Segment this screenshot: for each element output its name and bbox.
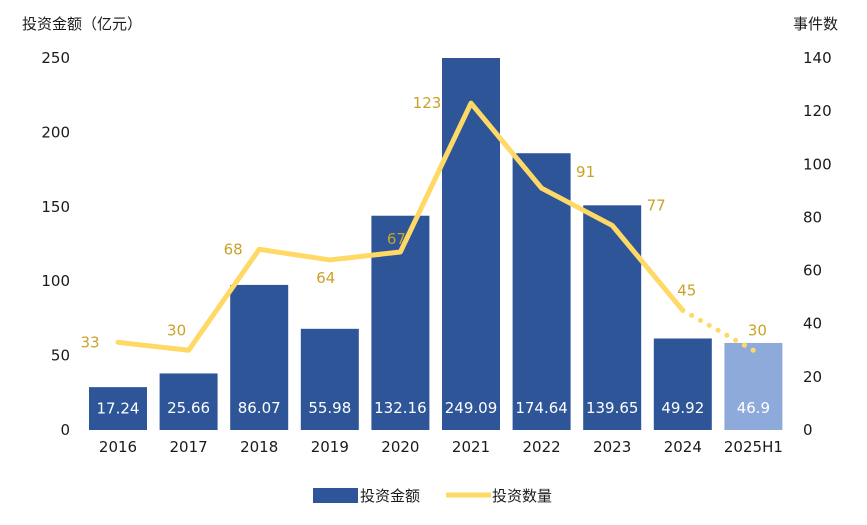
- bar-data-label: 46.9: [737, 399, 770, 417]
- line-data-label: 64: [316, 269, 335, 287]
- bar-data-labels: 17.24 25.66 86.07 55.98 132.16 249.09 174.64 13…: [97, 399, 771, 418]
- right-tick-label: 0: [803, 421, 813, 439]
- x-tick-label: 2017: [170, 438, 208, 456]
- right-tick-label: 60: [803, 262, 822, 280]
- right-tick-label: 40: [803, 315, 822, 333]
- x-tick-label: 2025H1: [724, 438, 783, 456]
- x-tick-label: 2020: [381, 438, 419, 456]
- line-data-label: 30: [748, 321, 767, 339]
- bar: [653, 338, 712, 430]
- line-data-label: 77: [647, 196, 666, 214]
- right-tick-label: 80: [803, 208, 822, 226]
- line-data-label: 45: [677, 281, 696, 299]
- x-tick-label: 2023: [593, 438, 631, 456]
- bar-data-label: 249.09: [445, 399, 498, 417]
- right-tick-label: 140: [803, 49, 832, 67]
- bar-data-label: 174.64: [515, 399, 568, 417]
- left-tick-label: 200: [41, 123, 70, 141]
- x-tick-label: 2021: [452, 438, 490, 456]
- left-axis: 0 50 100 150 200 250: [41, 49, 70, 439]
- bar: [512, 153, 571, 430]
- left-tick-label: 150: [41, 198, 70, 216]
- bar-data-label: 139.65: [586, 399, 639, 417]
- right-tick-label: 20: [803, 368, 822, 386]
- bar-series: [89, 58, 783, 430]
- bar: [230, 284, 289, 430]
- x-tick-label: 2019: [311, 438, 349, 456]
- left-tick-label: 50: [51, 347, 70, 365]
- x-axis: 2016 2017 2018 2019 2020 2021 2022 2023 2024 2025…: [99, 438, 783, 456]
- right-tick-label: 120: [803, 102, 832, 120]
- bar: [89, 387, 147, 430]
- bar: [724, 342, 783, 430]
- x-tick-label: 2018: [240, 438, 278, 456]
- left-tick-label: 250: [41, 49, 70, 67]
- line-data-label: 33: [80, 333, 99, 351]
- bar: [159, 373, 218, 430]
- bar-data-label: 17.24: [97, 400, 140, 418]
- legend: 投资金额 投资数量: [313, 487, 552, 505]
- legend-swatch-bar: [313, 488, 358, 503]
- line-data-labels: 33 30 68 64 67 123 91 77 45 30: [80, 94, 766, 351]
- line-data-label: 123: [413, 94, 442, 112]
- bar-data-label: 25.66: [167, 399, 210, 417]
- line-solid: [115, 100, 686, 353]
- legend-label-line: 投资数量: [492, 487, 552, 505]
- bar: [300, 328, 359, 430]
- x-tick-label: 2016: [99, 438, 137, 456]
- bar-data-label: 86.07: [238, 399, 281, 417]
- left-axis-title: 投资金额（亿元）: [22, 15, 142, 33]
- bar-data-label: 55.98: [308, 399, 351, 417]
- legend-label-bar: 投资金额: [360, 487, 420, 505]
- line-data-label: 68: [224, 240, 243, 258]
- x-tick-label: 2024: [664, 438, 702, 456]
- bar-data-label: 132.16: [374, 399, 427, 417]
- line-data-label: 30: [167, 321, 186, 339]
- right-tick-label: 100: [803, 155, 832, 173]
- right-axis-title: 事件数: [793, 15, 838, 33]
- line-series: [115, 100, 756, 353]
- bar: [442, 58, 500, 430]
- left-tick-label: 0: [60, 421, 70, 439]
- line-data-label: 91: [576, 163, 595, 181]
- line-dotted: [680, 307, 756, 353]
- bar-data-label: 49.92: [661, 399, 704, 417]
- line-data-label: 67: [387, 230, 406, 248]
- right-axis: 0 20 40 60 80 100 120 140: [803, 49, 832, 439]
- left-tick-label: 100: [41, 272, 70, 290]
- x-tick-label: 2022: [523, 438, 561, 456]
- bar: [583, 205, 642, 430]
